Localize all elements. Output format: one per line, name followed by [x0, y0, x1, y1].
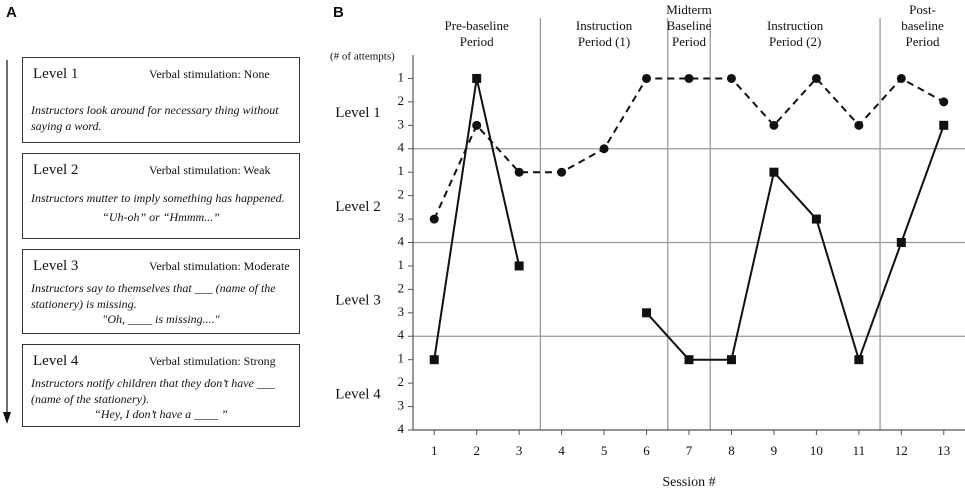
square-marker [684, 355, 694, 365]
square-marker [514, 261, 524, 271]
square-marker [854, 355, 864, 365]
y-tick-label: 2 [398, 280, 405, 295]
x-tick-label: 8 [728, 443, 735, 458]
y-tick-label: 3 [398, 116, 405, 131]
square-marker [429, 355, 439, 365]
square-marker [642, 308, 652, 318]
y-tick-label: 4 [398, 421, 405, 436]
y-tick-label: 4 [398, 327, 405, 342]
square-marker [472, 73, 482, 83]
circle-marker [642, 73, 652, 83]
stimulation: Verbal stimulation: Moderate [149, 259, 290, 273]
y-tick-label: 1 [398, 351, 405, 366]
level-box: Level 1 Verbal stimulation: None Instructo… [22, 57, 300, 143]
level-box: Level 4 Verbal stimulation: Strong Instruc… [22, 344, 300, 427]
circle-marker [854, 120, 864, 130]
phase-label: Pre-baseline Period [444, 18, 509, 49]
example: “Uh-oh” or “Hmmm...” [102, 210, 220, 224]
circle-marker [472, 120, 482, 130]
y-tick-label: 3 [398, 304, 405, 319]
x-tick-label: 1 [431, 443, 438, 458]
description: Instructors look around for necessary th… [31, 103, 279, 133]
x-tick-label: 12 [895, 443, 908, 458]
circle-marker [429, 214, 439, 224]
x-tick-label: 6 [643, 443, 650, 458]
level-box: Level 3 Verbal stimulation: Moderate Instr… [22, 249, 300, 334]
circle-marker [726, 73, 736, 83]
level-title: Level 3 [33, 258, 79, 274]
stimulation: Verbal stimulation: None [149, 67, 270, 81]
panel-label: B [333, 4, 344, 21]
y-tick-label: 3 [398, 398, 405, 413]
x-tick-label: 10 [810, 443, 823, 458]
phase-label: Instruction Period (2) [766, 18, 824, 49]
x-tick-label: 13 [937, 443, 950, 458]
example: "Oh, ____ is missing...." [102, 312, 220, 326]
arrow-head [3, 412, 11, 424]
square-marker [939, 120, 949, 130]
circle-marker [769, 120, 779, 130]
y-tick-label: 1 [398, 257, 405, 272]
circle-marker [811, 73, 821, 83]
x-tick-label: 11 [853, 443, 866, 458]
square-marker [811, 214, 821, 224]
x-tick-label: 2 [473, 443, 480, 458]
phase-label: Instruction Period (1) [575, 18, 633, 49]
x-tick-label: 9 [771, 443, 778, 458]
stimulation: Verbal stimulation: Weak [149, 163, 271, 177]
x-tick-label: 3 [516, 443, 523, 458]
level-title: Level 2 [33, 162, 79, 178]
level-title: Level 4 [33, 353, 79, 369]
panel-label: A [6, 4, 17, 21]
phase-label: Post-baseline Period [901, 2, 944, 49]
y-tick-label: 2 [398, 93, 405, 108]
x-tick-label: 4 [558, 443, 565, 458]
example: “Hey, I don’t have a ____ ” [94, 407, 228, 421]
circle-marker [557, 167, 567, 177]
y-tick-label: 4 [398, 233, 405, 248]
level-label: Level 4 [335, 386, 381, 402]
circle-marker [684, 73, 694, 83]
y-tick-label: 2 [398, 374, 405, 389]
square-marker [896, 238, 906, 247]
series-line [433, 78, 945, 363]
level-box: Level 2 Verbal stimulation: Weak Instructo… [22, 153, 300, 239]
y-tick-label: 1 [398, 69, 405, 84]
phase-label: Midterm Baseline Period [666, 2, 712, 49]
y-axis-label: (# of attempts) [330, 51, 395, 63]
y-tick-label: 3 [398, 210, 405, 225]
level-label: Level 3 [335, 293, 380, 309]
circle-marker [514, 167, 524, 177]
square-marker [769, 167, 779, 177]
description: Instructors say to themselves that ___ (… [31, 281, 276, 311]
stimulation: Verbal stimulation: Strong [149, 354, 276, 368]
y-tick-label: 1 [398, 163, 405, 178]
x-tick-label: 5 [601, 443, 608, 458]
description: Instructors notify children that they do… [31, 376, 275, 406]
x-axis-label: Session # [662, 475, 715, 490]
level-title: Level 1 [33, 66, 79, 82]
square-marker [726, 355, 736, 365]
x-tick-label: 7 [686, 443, 693, 458]
level-label: Level 2 [335, 199, 380, 215]
description: Instructors mutter to imply something ha… [31, 191, 285, 205]
level-label: Level 1 [335, 105, 380, 121]
y-tick-label: 4 [398, 140, 405, 155]
circle-marker [599, 144, 609, 154]
y-tick-label: 2 [398, 187, 405, 202]
circle-marker [896, 73, 906, 83]
circle-marker [939, 97, 949, 107]
